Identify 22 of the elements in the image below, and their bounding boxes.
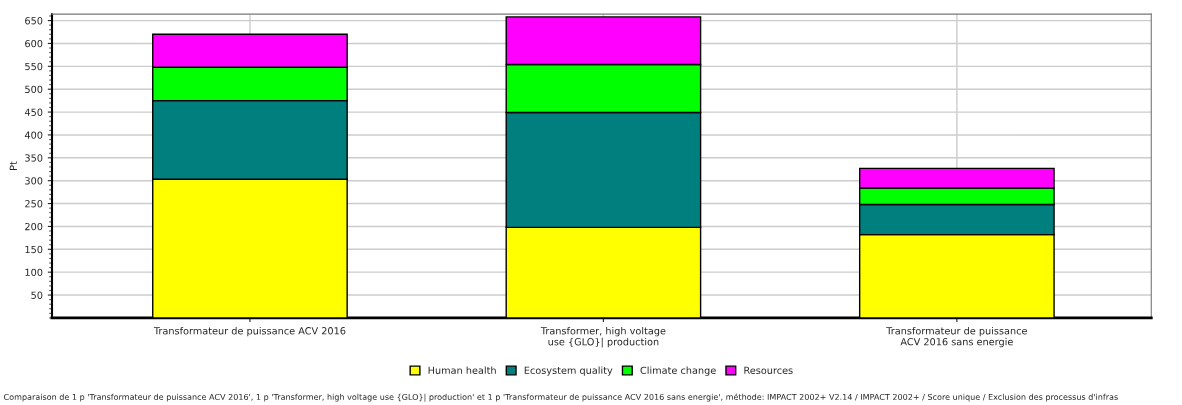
x-tick-label: Transformer, high voltage use {GLO}| production [540, 326, 666, 348]
x-tick-label: Transformateur de puissance ACV 2016 [153, 326, 346, 337]
y-tick-label: 50 [31, 291, 43, 299]
legend-label: Climate change [640, 366, 716, 376]
y-tick-label: 400 [24, 131, 43, 139]
y-tick-label: 100 [25, 268, 43, 277]
legend-label: Resources [744, 366, 793, 374]
text: Comparaison de 1 p 'Transformateur de puissance ACV 2016', 1 p 'Transformer, high voltage use {GLO}| production' et 1 p 'Transformateur de puissance ACV 2016 sans energie', méthode: IMPACT 2002+ V2.14 / IMPACT 2002+ / Score unique / Exclusion des processus d'infras [4, 393, 1118, 402]
y-tick-label: 200 [25, 222, 43, 231]
y-tick-label: 550 [25, 62, 43, 71]
y-axis-title: Pt [9, 161, 17, 170]
x-tick-label: Transformateur de puissance ACV 2016 sans energie [886, 326, 1027, 348]
legend-label: Ecosystem quality [524, 366, 613, 376]
y-tick-label: 600 [25, 39, 43, 48]
y-tick-label: 650 [25, 17, 43, 25]
y-tick-label: 350 [25, 154, 43, 162]
y-tick-label: 150 [25, 245, 43, 254]
y-tick-label: 250 [25, 200, 43, 208]
legend-label: Human health [428, 366, 496, 374]
y-tick-label: 300 [25, 177, 43, 185]
y-tick-label: 500 [25, 85, 43, 94]
y-tick-label: 450 [24, 108, 43, 116]
